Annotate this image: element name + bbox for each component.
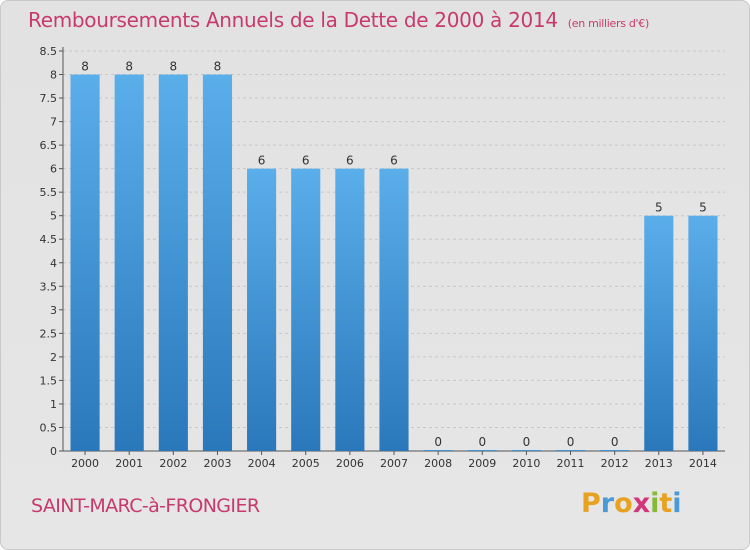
data-label: 6 — [258, 154, 266, 168]
bar — [600, 450, 630, 451]
data-label: 8 — [81, 60, 89, 74]
data-label: 0 — [523, 435, 531, 449]
bar — [291, 168, 321, 451]
bar — [70, 74, 100, 451]
y-tick-label: 4 — [50, 257, 57, 270]
bar — [114, 74, 144, 451]
y-tick-label: 2 — [50, 351, 57, 364]
data-label: 8 — [170, 60, 178, 74]
chart-subtitle: (en milliers d'€) — [567, 17, 649, 30]
place-name: SAINT-MARC-à-FRONGIER — [31, 495, 260, 517]
data-label: 8 — [214, 60, 222, 74]
y-tick-label: 8 — [50, 69, 57, 82]
y-tick-label: 2.5 — [40, 327, 58, 340]
logo-letter: i — [672, 488, 682, 519]
data-label: 8 — [125, 60, 133, 74]
logo-letter: i — [650, 488, 660, 519]
y-tick-label: 4.5 — [40, 233, 58, 246]
x-tick-label: 2004 — [248, 457, 276, 470]
data-label: 6 — [302, 154, 310, 168]
y-tick-label: 6 — [50, 163, 57, 176]
x-tick-label: 2006 — [336, 457, 364, 470]
y-tick-label: 5 — [50, 210, 57, 223]
bar — [335, 168, 365, 451]
x-tick-label: 2012 — [601, 457, 629, 470]
x-tick-label: 2007 — [380, 457, 408, 470]
bars — [70, 74, 718, 451]
proxiti-logo: Proxiti — [581, 488, 682, 519]
x-tick-label: 2008 — [424, 457, 452, 470]
y-tick-label: 1.5 — [40, 374, 58, 387]
data-label: 0 — [567, 435, 575, 449]
labels: 0 0.5 1 1.5 2 2.5 3 3.5 4 4.5 5 5.5 6 6.5 7 7.5 8 8.5 8 200… — [40, 45, 717, 470]
chart-title-text: Remboursements Annuels de la Dette de 20… — [28, 8, 558, 32]
data-label: 5 — [655, 201, 663, 215]
x-tick-label: 2014 — [689, 457, 717, 470]
y-tick-label: 0 — [50, 445, 57, 458]
bar — [158, 74, 188, 451]
data-label: 0 — [478, 435, 486, 449]
data-label: 0 — [611, 435, 619, 449]
data-label: 0 — [434, 435, 442, 449]
y-tick-label: 5.5 — [40, 186, 58, 199]
logo-letter: x — [632, 488, 651, 519]
chart-title: Remboursements Annuels de la Dette de 20… — [28, 8, 649, 32]
bar — [467, 450, 497, 451]
x-tick-label: 2009 — [468, 457, 496, 470]
y-tick-label: 3 — [50, 304, 57, 317]
bar — [202, 74, 233, 451]
x-tick-label: 2013 — [645, 457, 673, 470]
data-label: 6 — [346, 154, 354, 168]
y-tick-label: 3.5 — [40, 280, 58, 293]
logo-letter: o — [614, 488, 633, 519]
logo-letter: P — [581, 488, 601, 519]
x-tick-label: 2010 — [512, 457, 540, 470]
y-tick-label: 8.5 — [40, 45, 58, 58]
x-tick-label: 2005 — [292, 457, 320, 470]
bar — [247, 168, 277, 451]
y-tick-label: 6.5 — [40, 139, 58, 152]
data-label: 6 — [390, 154, 398, 168]
x-tick-label: 2000 — [71, 457, 99, 470]
y-tick-label: 1 — [50, 398, 57, 411]
y-tick-label: 7.5 — [40, 92, 58, 105]
logo-letter: t — [659, 488, 673, 519]
x-tick-label: 2001 — [115, 457, 143, 470]
logo-letter: r — [600, 488, 615, 519]
bar — [379, 168, 409, 451]
bar — [423, 450, 453, 451]
bar — [555, 450, 586, 451]
x-tick-label: 2011 — [557, 457, 585, 470]
bar — [511, 450, 541, 451]
y-tick-label: 0.5 — [40, 421, 58, 434]
x-tick-label: 2002 — [159, 457, 187, 470]
y-tick-label: 7 — [50, 116, 57, 129]
data-label: 5 — [699, 201, 707, 215]
x-tick-label: 2003 — [203, 457, 231, 470]
bar — [644, 215, 674, 451]
bar — [688, 215, 718, 451]
